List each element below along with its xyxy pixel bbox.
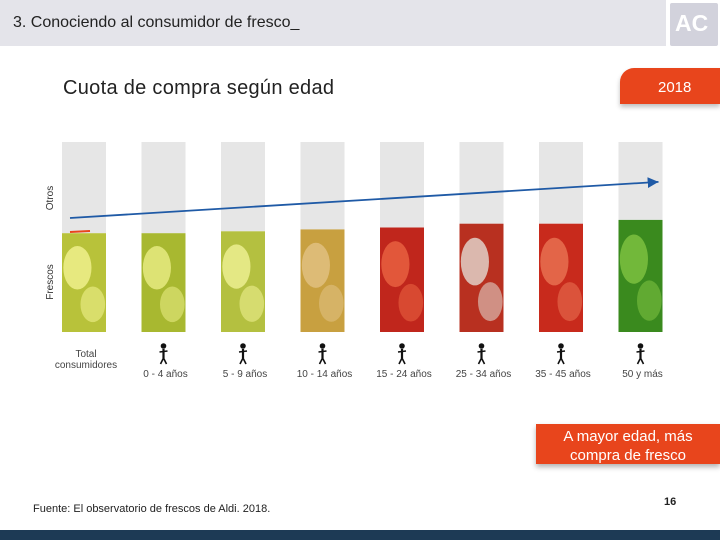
icon-head <box>240 343 246 349</box>
bar-frescos-highlight <box>398 283 424 322</box>
icon-arms <box>397 350 407 353</box>
y-label-frescos: Frescos <box>45 264 56 300</box>
bar-group <box>221 142 265 332</box>
baby-icon <box>159 343 168 365</box>
bar-otros <box>380 142 424 228</box>
page-title: 3. Conociendo al consumidor de fresco_ <box>13 14 300 31</box>
bar-group <box>300 142 345 332</box>
chart-subtitle: Cuota de compra según edad <box>63 77 335 99</box>
icon-head <box>558 343 564 349</box>
year-label: 2018 <box>658 79 692 96</box>
bar-frescos-highlight <box>222 244 251 289</box>
y-label-otros: Otros <box>45 186 56 210</box>
bar-otros <box>539 142 583 224</box>
category-label: 15 - 24 años <box>376 369 432 380</box>
bar-frescos-highlight <box>619 234 648 284</box>
trend-arrow <box>69 177 659 219</box>
icon-leg <box>477 357 483 365</box>
bar-frescos-highlight <box>477 282 503 322</box>
bar-frescos-highlight <box>381 241 410 288</box>
header-bar: 3. Conociendo al consumidor de fresco_ <box>0 0 666 46</box>
bar-otros <box>618 142 663 220</box>
icon-head <box>637 343 644 349</box>
bar-group <box>141 142 186 332</box>
icon-leg <box>401 357 406 365</box>
bar-group <box>618 142 663 332</box>
category-label: consumidores <box>55 360 117 371</box>
icon-leg <box>557 357 562 365</box>
bar-frescos-highlight <box>636 280 662 321</box>
bar-frescos-highlight <box>301 242 330 288</box>
bar-frescos-highlight <box>239 285 265 322</box>
icon-leg <box>639 357 645 365</box>
runner-icon <box>556 343 566 365</box>
category-label: 35 - 45 años <box>535 369 591 380</box>
icon-leg <box>242 357 247 365</box>
trend-start-accent <box>69 230 91 233</box>
bar-frescos-highlight <box>159 286 185 323</box>
icon-arms <box>556 350 566 353</box>
bar-frescos-highlight <box>540 237 569 286</box>
bar-group <box>539 142 583 332</box>
bar-frescos-highlight <box>63 246 92 290</box>
bar-otros <box>221 142 265 232</box>
icon-arms <box>318 350 327 353</box>
icon-arms <box>636 350 645 353</box>
adult-icon <box>477 343 486 365</box>
icon-leg <box>239 357 244 365</box>
category-label: 0 - 4 años <box>143 369 187 380</box>
logo-text: AC <box>675 10 709 36</box>
bar-frescos-highlight <box>142 246 171 290</box>
category-label: Total <box>75 349 96 360</box>
kid-icon <box>318 343 327 365</box>
category-label: 50 y más <box>622 369 663 380</box>
icon-arms <box>238 350 248 353</box>
logo: AC <box>670 3 718 46</box>
icon-leg <box>480 357 486 365</box>
bar-otros <box>300 142 345 230</box>
source-note: Fuente: El observatorio de frescos de Al… <box>33 503 271 515</box>
bar-frescos-highlight <box>557 282 583 322</box>
icon-leg <box>159 357 165 365</box>
icon-leg <box>398 357 403 365</box>
icon-leg <box>321 357 327 365</box>
icon-leg <box>560 357 565 365</box>
icon-head <box>319 343 326 349</box>
bar-frescos-highlight <box>460 237 489 286</box>
child-icon <box>238 343 248 365</box>
callout-text: A mayor edad, más compra de fresco <box>563 428 693 464</box>
icon-leg <box>318 357 324 365</box>
icon-head <box>399 343 405 349</box>
bar-group <box>62 142 106 332</box>
bar-frescos-highlight <box>80 286 106 323</box>
bar-otros <box>141 142 186 234</box>
bar-otros <box>459 142 504 224</box>
teen-icon <box>397 343 407 365</box>
senior-icon <box>636 343 645 365</box>
icon-arms <box>159 350 168 353</box>
icon-head <box>160 343 167 349</box>
icon-leg <box>636 357 642 365</box>
bar-group <box>380 142 424 332</box>
bar-group <box>459 142 504 332</box>
year-badge: 2018 <box>620 68 720 104</box>
category-label: 25 - 34 años <box>456 369 512 380</box>
icon-head <box>478 343 485 349</box>
bar-otros <box>62 142 106 234</box>
footer-bar <box>0 530 720 540</box>
icon-leg <box>162 357 168 365</box>
icon-arms <box>477 350 486 353</box>
category-label: 10 - 14 años <box>297 369 353 380</box>
bar-frescos-highlight <box>318 284 344 322</box>
conclusion-callout: A mayor edad, más compra de fresco <box>536 424 720 464</box>
page-number: 16 <box>664 496 677 508</box>
category-label: 5 - 9 años <box>223 369 267 380</box>
